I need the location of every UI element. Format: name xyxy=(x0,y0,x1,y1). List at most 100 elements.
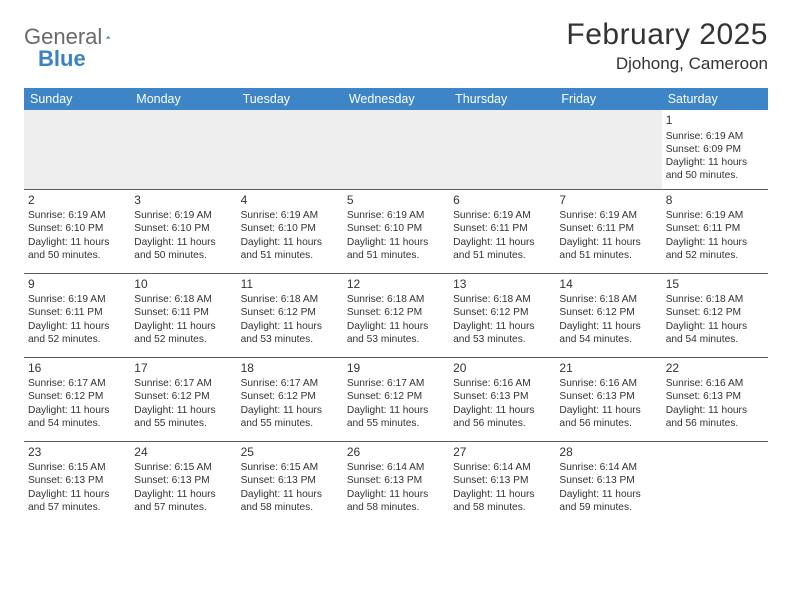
calendar-cell: 28Sunrise: 6:14 AMSunset: 6:13 PMDayligh… xyxy=(555,441,661,525)
sunrise-text: Sunrise: 6:19 AM xyxy=(241,209,339,222)
sunset-text: Sunset: 6:13 PM xyxy=(134,474,232,487)
calendar-cell: 22Sunrise: 6:16 AMSunset: 6:13 PMDayligh… xyxy=(662,357,768,441)
sunset-text: Sunset: 6:11 PM xyxy=(134,306,232,319)
daylight-text: Daylight: 11 hours and 56 minutes. xyxy=(453,404,551,431)
calendar-cell: 4Sunrise: 6:19 AMSunset: 6:10 PMDaylight… xyxy=(237,189,343,273)
daylight-text: Daylight: 11 hours and 55 minutes. xyxy=(347,404,445,431)
daylight-text: Daylight: 11 hours and 58 minutes. xyxy=(453,488,551,515)
sunset-text: Sunset: 6:13 PM xyxy=(28,474,126,487)
daylight-text: Daylight: 11 hours and 51 minutes. xyxy=(241,236,339,263)
calendar-cell: 15Sunrise: 6:18 AMSunset: 6:12 PMDayligh… xyxy=(662,273,768,357)
calendar-cell: 9Sunrise: 6:19 AMSunset: 6:11 PMDaylight… xyxy=(24,273,130,357)
daylight-text: Daylight: 11 hours and 50 minutes. xyxy=(134,236,232,263)
daylight-text: Daylight: 11 hours and 55 minutes. xyxy=(134,404,232,431)
calendar-row: 1Sunrise: 6:19 AMSunset: 6:09 PMDaylight… xyxy=(24,110,768,189)
calendar-cell: 20Sunrise: 6:16 AMSunset: 6:13 PMDayligh… xyxy=(449,357,555,441)
calendar-cell: 19Sunrise: 6:17 AMSunset: 6:12 PMDayligh… xyxy=(343,357,449,441)
daylight-text: Daylight: 11 hours and 56 minutes. xyxy=(559,404,657,431)
sunrise-text: Sunrise: 6:17 AM xyxy=(347,377,445,390)
sunrise-text: Sunrise: 6:19 AM xyxy=(347,209,445,222)
calendar-cell: 10Sunrise: 6:18 AMSunset: 6:11 PMDayligh… xyxy=(130,273,236,357)
sunset-text: Sunset: 6:13 PM xyxy=(347,474,445,487)
weekday-header: Friday xyxy=(555,88,661,110)
title-block: February 2025 Djohong, Cameroon xyxy=(566,18,768,74)
day-number: 13 xyxy=(453,277,551,293)
sunrise-text: Sunrise: 6:18 AM xyxy=(241,293,339,306)
calendar-cell: 2Sunrise: 6:19 AMSunset: 6:10 PMDaylight… xyxy=(24,189,130,273)
calendar-cell: 26Sunrise: 6:14 AMSunset: 6:13 PMDayligh… xyxy=(343,441,449,525)
daylight-text: Daylight: 11 hours and 52 minutes. xyxy=(134,320,232,347)
sunrise-text: Sunrise: 6:14 AM xyxy=(559,461,657,474)
daylight-text: Daylight: 11 hours and 52 minutes. xyxy=(28,320,126,347)
day-number: 18 xyxy=(241,361,339,377)
daylight-text: Daylight: 11 hours and 54 minutes. xyxy=(559,320,657,347)
sunrise-text: Sunrise: 6:19 AM xyxy=(666,209,764,222)
weekday-header: Sunday xyxy=(24,88,130,110)
daylight-text: Daylight: 11 hours and 53 minutes. xyxy=(453,320,551,347)
calendar-cell: 23Sunrise: 6:15 AMSunset: 6:13 PMDayligh… xyxy=(24,441,130,525)
sunrise-text: Sunrise: 6:18 AM xyxy=(134,293,232,306)
header: General February 2025 Djohong, Cameroon xyxy=(24,18,768,74)
calendar-cell: 12Sunrise: 6:18 AMSunset: 6:12 PMDayligh… xyxy=(343,273,449,357)
sunset-text: Sunset: 6:11 PM xyxy=(28,306,126,319)
daylight-text: Daylight: 11 hours and 58 minutes. xyxy=(347,488,445,515)
sunrise-text: Sunrise: 6:17 AM xyxy=(28,377,126,390)
daylight-text: Daylight: 11 hours and 51 minutes. xyxy=(347,236,445,263)
sunset-text: Sunset: 6:12 PM xyxy=(28,390,126,403)
sunset-text: Sunset: 6:10 PM xyxy=(241,222,339,235)
daylight-text: Daylight: 11 hours and 50 minutes. xyxy=(666,156,764,183)
day-number: 2 xyxy=(28,193,126,209)
sunset-text: Sunset: 6:11 PM xyxy=(559,222,657,235)
daylight-text: Daylight: 11 hours and 54 minutes. xyxy=(28,404,126,431)
sunrise-text: Sunrise: 6:14 AM xyxy=(347,461,445,474)
calendar-cell: 5Sunrise: 6:19 AMSunset: 6:10 PMDaylight… xyxy=(343,189,449,273)
sunset-text: Sunset: 6:10 PM xyxy=(134,222,232,235)
month-title: February 2025 xyxy=(566,18,768,52)
day-number: 25 xyxy=(241,445,339,461)
calendar-row: 9Sunrise: 6:19 AMSunset: 6:11 PMDaylight… xyxy=(24,273,768,357)
calendar-row: 2Sunrise: 6:19 AMSunset: 6:10 PMDaylight… xyxy=(24,189,768,273)
location: Djohong, Cameroon xyxy=(566,54,768,74)
calendar-row: 16Sunrise: 6:17 AMSunset: 6:12 PMDayligh… xyxy=(24,357,768,441)
sunset-text: Sunset: 6:12 PM xyxy=(453,306,551,319)
day-number: 27 xyxy=(453,445,551,461)
day-number: 21 xyxy=(559,361,657,377)
weekday-header: Monday xyxy=(130,88,236,110)
daylight-text: Daylight: 11 hours and 56 minutes. xyxy=(666,404,764,431)
day-number: 5 xyxy=(347,193,445,209)
calendar-cell xyxy=(130,110,236,189)
calendar-cell: 24Sunrise: 6:15 AMSunset: 6:13 PMDayligh… xyxy=(130,441,236,525)
calendar-cell: 11Sunrise: 6:18 AMSunset: 6:12 PMDayligh… xyxy=(237,273,343,357)
sunrise-text: Sunrise: 6:18 AM xyxy=(559,293,657,306)
weekday-header: Wednesday xyxy=(343,88,449,110)
day-number: 12 xyxy=(347,277,445,293)
calendar-cell: 25Sunrise: 6:15 AMSunset: 6:13 PMDayligh… xyxy=(237,441,343,525)
day-number: 28 xyxy=(559,445,657,461)
sunset-text: Sunset: 6:10 PM xyxy=(347,222,445,235)
weekday-header: Thursday xyxy=(449,88,555,110)
calendar-cell: 16Sunrise: 6:17 AMSunset: 6:12 PMDayligh… xyxy=(24,357,130,441)
calendar-cell xyxy=(237,110,343,189)
daylight-text: Daylight: 11 hours and 53 minutes. xyxy=(241,320,339,347)
daylight-text: Daylight: 11 hours and 59 minutes. xyxy=(559,488,657,515)
day-number: 10 xyxy=(134,277,232,293)
sunset-text: Sunset: 6:12 PM xyxy=(347,390,445,403)
day-number: 16 xyxy=(28,361,126,377)
sunrise-text: Sunrise: 6:17 AM xyxy=(134,377,232,390)
sunset-text: Sunset: 6:12 PM xyxy=(559,306,657,319)
sunrise-text: Sunrise: 6:19 AM xyxy=(28,293,126,306)
calendar-cell xyxy=(343,110,449,189)
logo-sail-icon xyxy=(106,28,110,46)
day-number: 8 xyxy=(666,193,764,209)
day-number: 22 xyxy=(666,361,764,377)
sunset-text: Sunset: 6:13 PM xyxy=(559,390,657,403)
day-number: 19 xyxy=(347,361,445,377)
sunrise-text: Sunrise: 6:18 AM xyxy=(347,293,445,306)
sunset-text: Sunset: 6:13 PM xyxy=(453,390,551,403)
calendar-cell xyxy=(555,110,661,189)
day-number: 11 xyxy=(241,277,339,293)
sunset-text: Sunset: 6:13 PM xyxy=(241,474,339,487)
sunrise-text: Sunrise: 6:16 AM xyxy=(666,377,764,390)
day-number: 3 xyxy=(134,193,232,209)
daylight-text: Daylight: 11 hours and 51 minutes. xyxy=(453,236,551,263)
